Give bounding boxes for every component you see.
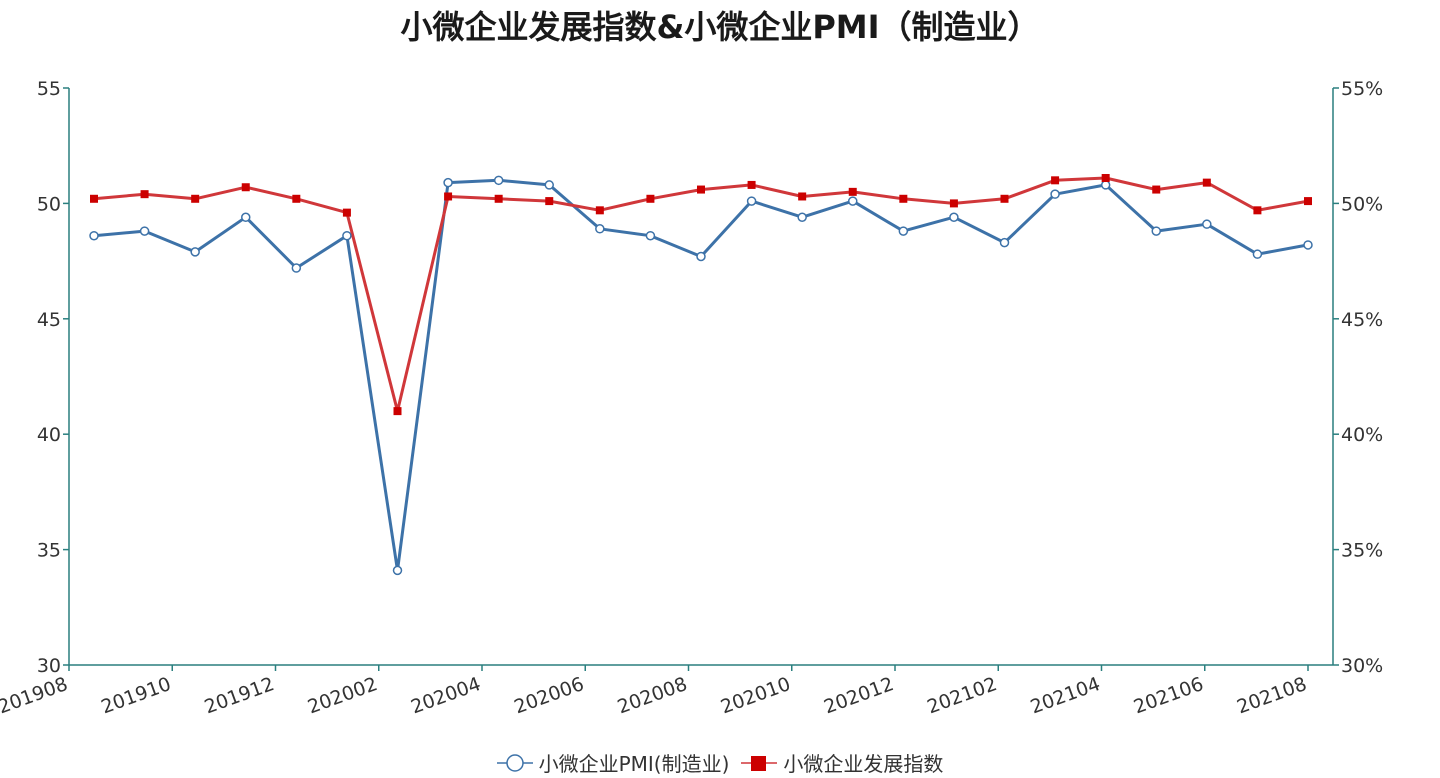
axis-ticks: 30 35 40 45 50 55 30% 35% 40% 45% 50% 55% 201908 2019…	[0, 78, 1383, 719]
x-tick-label: 202008	[615, 673, 691, 718]
data-point-pmi	[1202, 219, 1212, 229]
series-line-0	[93, 178, 1309, 572]
data-point-index	[140, 190, 149, 199]
legend-item-index[interactable]: 小微企业发展指数	[741, 748, 943, 777]
data-point-pmi	[342, 230, 352, 241]
data-point-pmi	[797, 212, 807, 222]
data-point-index	[899, 194, 908, 203]
data-point-index	[949, 199, 958, 208]
data-point-index	[545, 197, 554, 206]
y-right-tick-label: 40%	[1341, 424, 1383, 446]
data-point-index	[444, 192, 453, 201]
y-left-tick-label: 30	[37, 655, 61, 677]
legend: 小微企业PMI(制造业) 小微企业发展指数	[0, 748, 1440, 777]
data-point-pmi	[241, 212, 251, 222]
x-tick-label: 202006	[511, 673, 587, 718]
series-line-1	[93, 176, 1309, 413]
y-left-tick-label: 55	[37, 78, 61, 100]
y-right-tick-label: 45%	[1341, 309, 1383, 331]
data-point-pmi	[898, 226, 909, 236]
data-point-index	[1000, 194, 1009, 203]
legend-item-pmi[interactable]: 小微企业PMI(制造业)	[496, 748, 730, 777]
x-tick-label: 202002	[305, 673, 381, 718]
data-point-pmi	[595, 224, 605, 234]
data-point-index	[1202, 178, 1211, 187]
data-point-pmi	[1100, 180, 1111, 190]
data-point-pmi	[1050, 189, 1060, 199]
x-tick-label: 201912	[202, 673, 278, 718]
data-point-index	[191, 194, 200, 203]
data-point-pmi	[848, 196, 858, 206]
legend-label-index: 小微企业发展指数	[783, 752, 944, 776]
legend-label-pmi: 小微企业PMI(制造业)	[538, 752, 730, 776]
data-point-index	[241, 183, 250, 192]
data-point-pmi	[190, 247, 200, 257]
data-point-pmi	[139, 226, 150, 236]
data-point-index	[292, 194, 301, 203]
y-right-tick-label: 50%	[1341, 193, 1383, 215]
x-tick-label: 202010	[718, 673, 794, 718]
y-right-tick-label: 35%	[1341, 540, 1383, 562]
data-point-index	[848, 187, 857, 196]
data-point-index	[342, 208, 351, 217]
data-point-index	[1051, 176, 1060, 185]
data-point-index	[90, 194, 98, 203]
chart-title: 小微企业发展指数&小微企业PMI（制造业）	[400, 8, 1040, 46]
series-layer	[89, 174, 1313, 576]
data-point-index	[595, 206, 604, 215]
data-point-pmi	[1252, 249, 1263, 259]
data-point-index	[1253, 206, 1262, 215]
axes	[68, 88, 1334, 666]
x-tick-label: 202106	[1131, 673, 1207, 718]
x-tick-label: 202004	[408, 673, 484, 718]
data-point-pmi	[1151, 226, 1161, 236]
data-point-index	[798, 192, 807, 201]
y-left-tick-label: 35	[37, 540, 61, 562]
data-point-pmi	[291, 263, 302, 273]
y-left-tick-label: 50	[37, 193, 61, 215]
data-point-index	[747, 180, 756, 189]
x-tick-label: 202012	[821, 673, 897, 718]
data-point-pmi	[645, 230, 656, 241]
data-point-pmi	[949, 212, 959, 222]
data-point-pmi	[746, 196, 757, 206]
data-point-pmi	[89, 230, 99, 241]
y-left-tick-label: 45	[37, 309, 61, 331]
data-point-pmi	[493, 175, 504, 186]
chart-plot: 30 35 40 45 50 55 30% 35% 40% 45% 50% 55% 201908 2019…	[0, 78, 1383, 719]
x-tick-label: 202102	[924, 673, 1000, 718]
data-point-pmi	[999, 237, 1010, 248]
y-left-tick-label: 40	[37, 424, 61, 446]
data-point-pmi	[696, 251, 706, 262]
data-point-index	[697, 185, 705, 194]
data-point-pmi	[443, 177, 453, 188]
data-point-pmi	[392, 565, 403, 576]
legend-swatch-index	[741, 755, 778, 771]
data-point-index	[393, 407, 402, 416]
x-tick-label: 201910	[98, 673, 174, 718]
data-point-index	[646, 194, 655, 203]
legend-swatch-pmi	[496, 753, 533, 772]
x-tick-label: 202108	[1234, 673, 1310, 718]
x-tick-label: 201908	[0, 673, 71, 718]
y-right-tick-label: 30%	[1341, 655, 1383, 677]
data-point-index	[1152, 185, 1161, 194]
data-point-index	[1304, 197, 1312, 206]
data-point-pmi	[1303, 240, 1313, 250]
data-point-index	[1101, 174, 1110, 183]
data-point-pmi	[544, 180, 554, 190]
data-point-index	[494, 194, 503, 203]
x-tick-label: 202104	[1028, 673, 1104, 718]
y-right-tick-label: 55%	[1341, 78, 1383, 100]
